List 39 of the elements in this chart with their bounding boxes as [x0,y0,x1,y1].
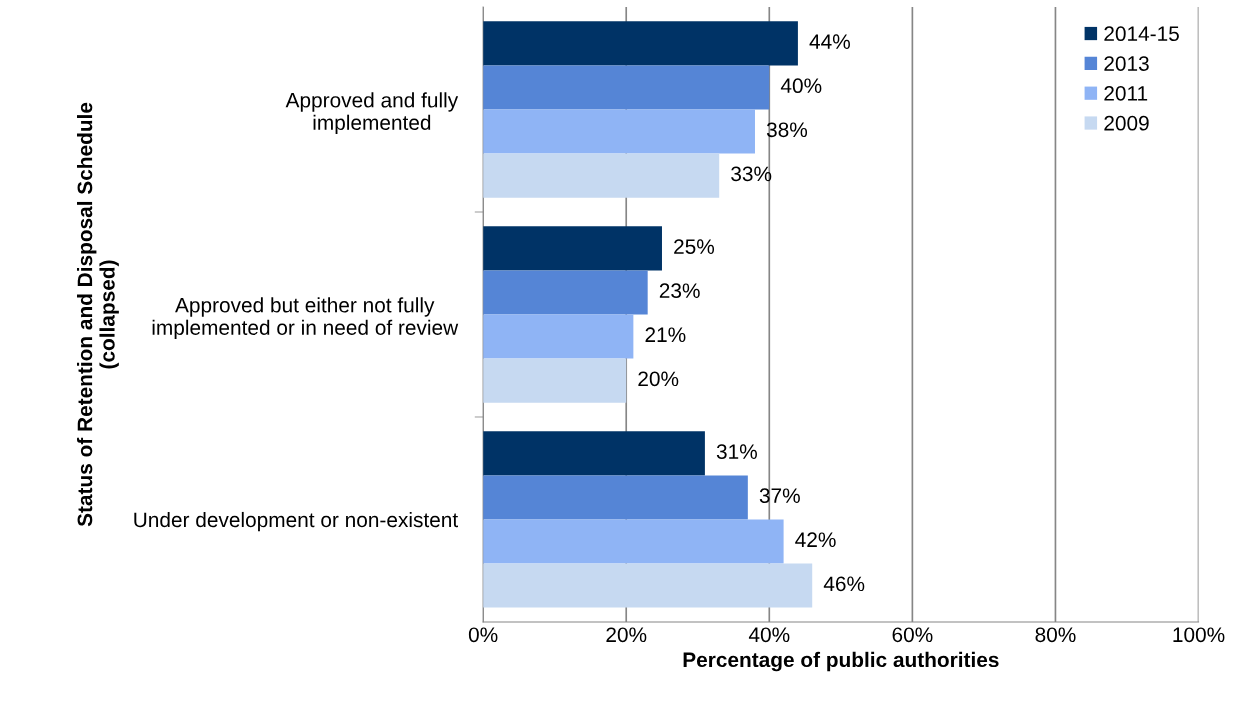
x-tick-label: 0% [468,627,498,643]
data-label: 46% [823,576,865,592]
data-label: 33% [731,166,772,182]
bar [483,65,770,110]
data-label: 37% [759,488,800,504]
data-label: 40% [780,78,822,94]
x-tick-label: 20% [606,627,647,643]
y-axis-title: Status of Retention and Disposal Schedule (collapsed) [76,102,119,527]
bar [483,109,755,154]
y-tick-label: Approved but either not fully implemented or in need of review [152,297,459,340]
legend-label: 2014-15 [1104,26,1179,42]
bar [483,21,798,66]
bar [483,358,627,403]
data-label: 44% [809,34,850,49]
x-axis-title: Percentage of public authorities [683,651,999,672]
x-tick-label: 40% [748,627,790,643]
bar [483,270,648,315]
bar [483,519,784,564]
data-label: 31% [716,444,757,459]
y-tick-label: Under development or non-existent [134,511,459,532]
bar [483,153,720,198]
data-label: 38% [766,122,808,138]
data-label: 42% [795,532,836,548]
bar [483,431,705,476]
y-tick-label: Approved and fully implemented [285,92,459,135]
x-tick-label: 60% [892,627,933,643]
data-label: 21% [645,327,686,343]
bar [483,226,662,271]
bar [483,314,634,359]
data-label: 25% [674,239,715,254]
legend-label: 2011 [1104,85,1148,101]
data-label: 20% [638,371,679,387]
bar [483,475,748,520]
bar [483,563,813,608]
legend-label: 2013 [1104,56,1149,71]
x-tick-label: 80% [1035,627,1076,643]
data-label: 23% [659,283,700,299]
legend-label: 2009 [1104,115,1149,131]
x-tick-label: 100% [1173,627,1225,643]
